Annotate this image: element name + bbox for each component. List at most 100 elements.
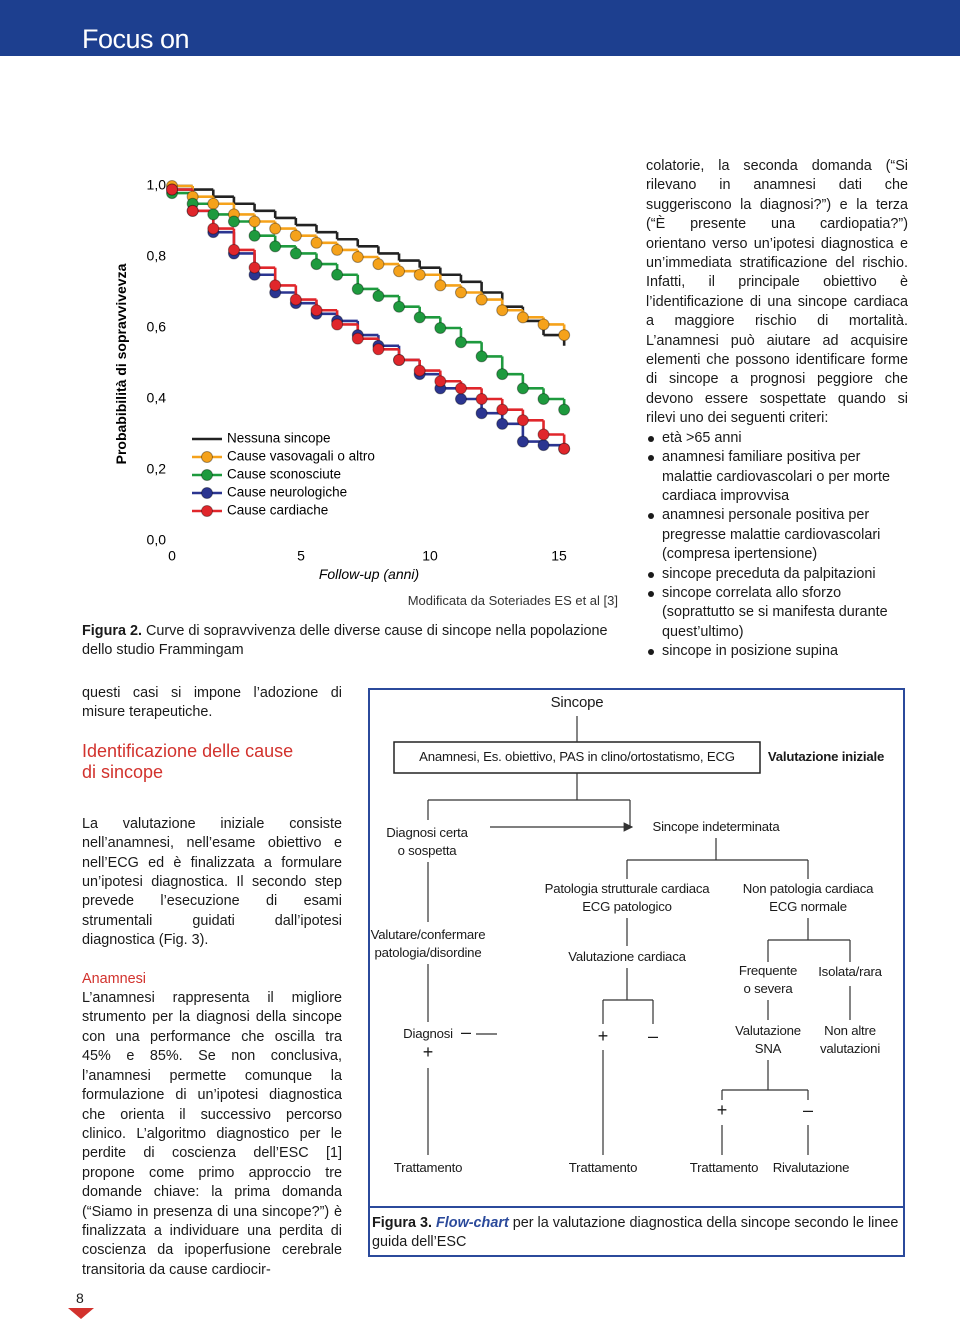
x-tick-label: 0 <box>168 548 176 564</box>
y-tick-label: 0,4 <box>147 390 167 406</box>
point-marker <box>475 407 488 420</box>
flow-node: Sincope indeterminata <box>652 819 780 834</box>
bullet: sincope in posizione supina <box>646 642 908 661</box>
point-marker <box>434 375 447 388</box>
bullet: sincope correlata allo sforzo (soprattut… <box>646 584 908 642</box>
flow-node: Trattamento <box>689 1160 759 1175</box>
figure-caption: Figura 2. Curve di sopravvivenza delle d… <box>82 622 622 660</box>
point-marker <box>434 279 447 292</box>
point-marker <box>207 208 220 221</box>
x-tick-label: 10 <box>422 548 438 564</box>
point-marker <box>413 364 426 377</box>
survival-chart: Probabibilità di sopravvivevza Follow-up… <box>113 177 618 608</box>
point-marker <box>413 311 426 324</box>
point-marker <box>331 268 344 281</box>
point-marker <box>351 251 364 263</box>
point-marker <box>269 222 282 235</box>
point-marker <box>516 414 529 427</box>
flow-node: Rivalutazione <box>772 1160 850 1175</box>
legend-label: Cause vasovagali o altro <box>227 449 375 464</box>
legend-marker <box>201 451 213 463</box>
point-marker <box>393 265 406 278</box>
x-axis-label: Follow-up (anni) <box>319 566 419 582</box>
point-marker <box>372 343 385 356</box>
point-marker <box>558 403 571 416</box>
left-column: questi casi si impone l’adozione di misu… <box>82 684 342 1280</box>
x-tick-label: 15 <box>551 548 567 564</box>
caption-text: per la valutazione diagnostica della sin… <box>372 1215 899 1250</box>
point-marker <box>516 435 529 448</box>
point-marker <box>454 336 467 349</box>
y-tick-label: 1,0 <box>147 177 167 193</box>
y-tick-label: 0,8 <box>147 248 167 264</box>
flow-node: Valutare/confermare patologia/disordine <box>370 927 486 960</box>
point-marker <box>413 268 426 281</box>
bullet: anamnesi familiare positiva per malattie… <box>646 448 908 506</box>
flow-node: Anamnesi, Es. obiettivo, PAS in clino/or… <box>419 749 735 764</box>
figure-frame <box>368 688 905 1257</box>
point-marker <box>434 322 447 334</box>
flow-node: Trattamento <box>568 1160 638 1175</box>
point-marker <box>289 229 302 242</box>
legend-marker <box>201 469 213 481</box>
flow-sign: + <box>716 1100 728 1120</box>
paragraph: La valutazione iniziale consiste nell’an… <box>82 815 342 949</box>
right-column: colatorie, la seconda domanda (“Si rilev… <box>646 157 908 662</box>
flow-node: Trattamento <box>393 1160 463 1175</box>
flow-node: Frequente o severa <box>738 963 798 996</box>
chart-source: Modificata da Soteriades ES et al [3] <box>408 593 618 608</box>
point-marker <box>558 329 571 342</box>
point-marker <box>475 293 488 306</box>
point-marker <box>269 240 282 253</box>
flow-node: Isolata/rara <box>818 964 882 979</box>
point-marker <box>310 236 323 249</box>
flow-node: Sincope <box>550 694 604 711</box>
point-marker <box>269 279 282 292</box>
legend-label: Cause cardiache <box>227 503 328 518</box>
paragraph: questi casi si impone l’adozione di misu… <box>82 685 342 721</box>
point-marker <box>454 286 467 299</box>
paragraph: L’anamnesi rappresenta il migliore strum… <box>82 990 342 1278</box>
point-marker <box>475 350 488 363</box>
point-marker <box>372 290 385 303</box>
flow-node: Valutazione cardiaca <box>568 949 686 964</box>
flow-node: Valutazione iniziale <box>767 749 885 764</box>
point-marker <box>516 311 529 324</box>
header-bar <box>0 0 960 56</box>
flow-sign: – <box>802 1100 814 1120</box>
legend-label: Nessuna sincope <box>227 431 331 446</box>
legend-marker <box>201 505 213 517</box>
point-marker <box>166 183 178 196</box>
bullet: sincope preceduta da palpitazioni <box>646 565 908 584</box>
point-marker <box>537 393 550 405</box>
flow-node: Valutazione SNA <box>735 1023 801 1056</box>
flow-sign: – <box>647 1026 659 1046</box>
point-marker <box>227 243 240 256</box>
legend-label: Cause neurologiche <box>227 485 347 500</box>
connectors <box>427 716 851 1155</box>
point-marker <box>248 215 261 228</box>
point-marker <box>351 282 364 295</box>
criteria-list: età >65 anni anamnesi familiare positiva… <box>646 429 908 662</box>
y-tick-label: 0,6 <box>147 319 167 335</box>
flow-sign: + <box>422 1042 434 1062</box>
section-heading: Identificazione delle cause di sincope <box>82 740 294 782</box>
figure-label: Figura 3. <box>372 1215 432 1231</box>
flow-node: Diagnosi certa o sospetta <box>386 825 468 858</box>
caption-text: Curve di sopravvivenza delle diverse cau… <box>82 623 608 658</box>
flow-node: Diagnosi <box>403 1026 453 1041</box>
point-marker <box>289 247 302 260</box>
figure-label: Figura 2. <box>82 623 142 639</box>
point-marker <box>516 382 529 395</box>
point-marker <box>207 222 220 235</box>
flow-sign: – <box>460 1022 472 1042</box>
point-marker <box>248 229 261 242</box>
point-marker <box>393 300 406 313</box>
point-marker <box>331 318 344 331</box>
subheading: Anamnesi <box>82 970 146 987</box>
legend-label: Cause sconosciute <box>227 467 341 482</box>
point-marker <box>537 318 550 331</box>
point-marker <box>186 204 199 217</box>
